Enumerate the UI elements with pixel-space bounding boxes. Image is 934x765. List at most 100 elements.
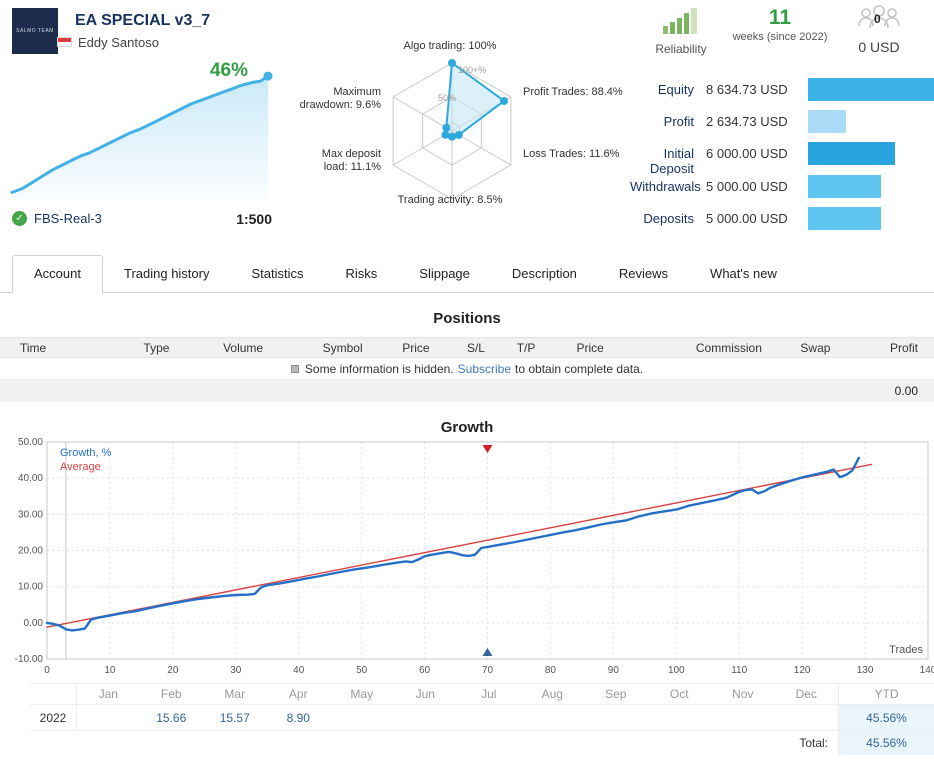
- svg-text:0: 0: [44, 665, 50, 676]
- col-price-current: Price: [576, 340, 604, 355]
- svg-text:50.00: 50.00: [18, 437, 43, 448]
- hidden-info-text-2: to obtain complete data.: [515, 361, 644, 376]
- positions-total-row: 0.00: [0, 380, 934, 402]
- tab-reviews[interactable]: Reviews: [618, 266, 669, 281]
- subscribe-link[interactable]: Subscribe: [457, 361, 512, 376]
- positions-header-row: Time Type Volume Symbol Price S/L T/P Pr…: [0, 337, 934, 358]
- weeks-label: weeks (since 2022): [732, 31, 828, 43]
- col-volume: Volume: [223, 340, 264, 355]
- month-header: Mar: [224, 687, 246, 701]
- month-growth-value: 15.57: [219, 710, 250, 725]
- distribution-radar-chart: 100+% 50% Algo trading: 100% Profit Trade…: [295, 36, 640, 211]
- hidden-info-row: Some information is hidden. Subscribe to…: [0, 358, 934, 380]
- month-header: Sep: [605, 687, 627, 701]
- stat-value: 8 634.73 USD: [706, 82, 788, 97]
- stat-row-initial-deposit: Initial Deposit 6 000.00 USD: [630, 142, 934, 176]
- stat-bar: [808, 175, 881, 198]
- broker-name[interactable]: FBS-Real-3: [34, 211, 102, 226]
- col-profit: Profit: [889, 340, 918, 355]
- svg-text:130: 130: [857, 665, 874, 676]
- month-growth-value: [394, 705, 458, 730]
- tab-account[interactable]: Account: [12, 255, 103, 293]
- growth-chart-title: Growth: [440, 419, 494, 436]
- svg-text:70: 70: [482, 665, 494, 676]
- month-growth-value: [775, 705, 839, 730]
- radar-label-algo-trading: Algo trading: 100%: [403, 40, 497, 52]
- tab-statistics[interactable]: Statistics: [251, 266, 304, 281]
- col-type: Type: [143, 340, 170, 355]
- tab-description[interactable]: Description: [511, 266, 577, 281]
- tab-trading-history[interactable]: Trading history: [123, 266, 210, 281]
- svg-text:40.00: 40.00: [18, 473, 43, 484]
- stat-value: 2 634.73 USD: [706, 114, 788, 129]
- mini-growth-chart: 46%: [8, 60, 276, 204]
- month-header: Aug: [541, 687, 563, 701]
- col-price-open: Price: [402, 340, 430, 355]
- svg-text:10: 10: [104, 665, 116, 676]
- stat-value: 5 000.00 USD: [706, 179, 788, 194]
- tab-bar: Account Trading history Statistics Risks…: [0, 255, 934, 293]
- month-growth-value: [584, 705, 648, 730]
- stat-label: Initial Deposit: [649, 146, 694, 176]
- year-label: 2022: [39, 710, 67, 725]
- broker-row: ✓ FBS-Real-3 1:500: [12, 210, 276, 230]
- col-commission: Commission: [695, 340, 762, 355]
- stat-label: Withdrawals: [630, 179, 701, 194]
- month-header: Feb: [160, 687, 182, 701]
- positions-title: Positions: [433, 310, 501, 327]
- stat-row-deposits: Deposits 5 000.00 USD: [630, 207, 934, 231]
- leverage-value: 1:500: [236, 211, 272, 227]
- svg-text:120: 120: [794, 665, 811, 676]
- stat-bar: [808, 110, 846, 133]
- stat-value: 5 000.00 USD: [706, 211, 788, 226]
- svg-text:100+%: 100+%: [458, 65, 486, 75]
- col-time: Time: [20, 340, 47, 355]
- tab-risks[interactable]: Risks: [345, 266, 378, 281]
- weeks-count: 11: [768, 6, 792, 29]
- month-header: Apr: [288, 687, 308, 701]
- col-swap: Swap: [800, 340, 831, 355]
- svg-text:Trades: Trades: [889, 644, 923, 656]
- svg-text:-10.00: -10.00: [15, 654, 44, 665]
- month-header-row: Jan Feb Mar Apr May Jun Jul Aug Sep Oct Nov Dec YTD: [30, 683, 934, 705]
- mini-growth-line: [10, 71, 273, 202]
- month-growth-value: [76, 705, 140, 730]
- month-growth-value: [521, 705, 585, 730]
- month-growth-value: [711, 705, 775, 730]
- growth-percent-badge: 46%: [209, 60, 248, 81]
- signal-logo: SALMO TEAM: [12, 8, 58, 54]
- total-value: 45.56%: [838, 731, 934, 755]
- tab-slippage[interactable]: Slippage: [419, 266, 470, 281]
- growth-chart-canvas: 50.00 40.00 30.00 20.00 10.00 0.00 -10.000 10 20…: [15, 437, 934, 676]
- month-header: Dec: [795, 687, 817, 701]
- col-sl: S/L: [466, 340, 485, 355]
- month-header: Jan: [76, 684, 140, 704]
- subscribers-people-icon: [858, 5, 900, 29]
- total-label: Total:: [799, 736, 828, 750]
- tab-whats-new[interactable]: What's new: [710, 266, 777, 281]
- year-col-header: [30, 684, 76, 704]
- stat-bar: [808, 207, 881, 230]
- svg-text:80: 80: [545, 665, 557, 676]
- month-growth-value: 15.66: [156, 710, 187, 725]
- radar-label-trading-activity: Trading activity: 8.5%: [397, 194, 503, 206]
- col-tp: T/P: [516, 340, 536, 355]
- radar-label-loss-trades: Loss Trades: 11.6%: [523, 148, 620, 160]
- month-growth-value: [648, 705, 712, 730]
- subscribers-block: 0 0 USD: [840, 4, 918, 55]
- subscribers-count: 0: [874, 12, 881, 26]
- author-link[interactable]: Eddy Santoso: [78, 35, 159, 50]
- radar-label-max-deposit-load: Max deposit load: 11.1%: [321, 148, 381, 173]
- stat-label: Deposits: [643, 211, 694, 226]
- month-growth-value: [457, 705, 521, 730]
- month-growth-value: [330, 705, 394, 730]
- svg-text:40: 40: [293, 665, 305, 676]
- svg-text:140: 140: [920, 665, 934, 676]
- month-header: Nov: [732, 687, 754, 701]
- svg-text:110: 110: [731, 665, 747, 676]
- svg-text:90: 90: [608, 665, 620, 676]
- growth-chart: 50.00 40.00 30.00 20.00 10.00 0.00 -10.00 0 10 20…: [0, 437, 934, 677]
- stat-label: Equity: [657, 82, 694, 97]
- svg-text:30.00: 30.00: [18, 509, 43, 520]
